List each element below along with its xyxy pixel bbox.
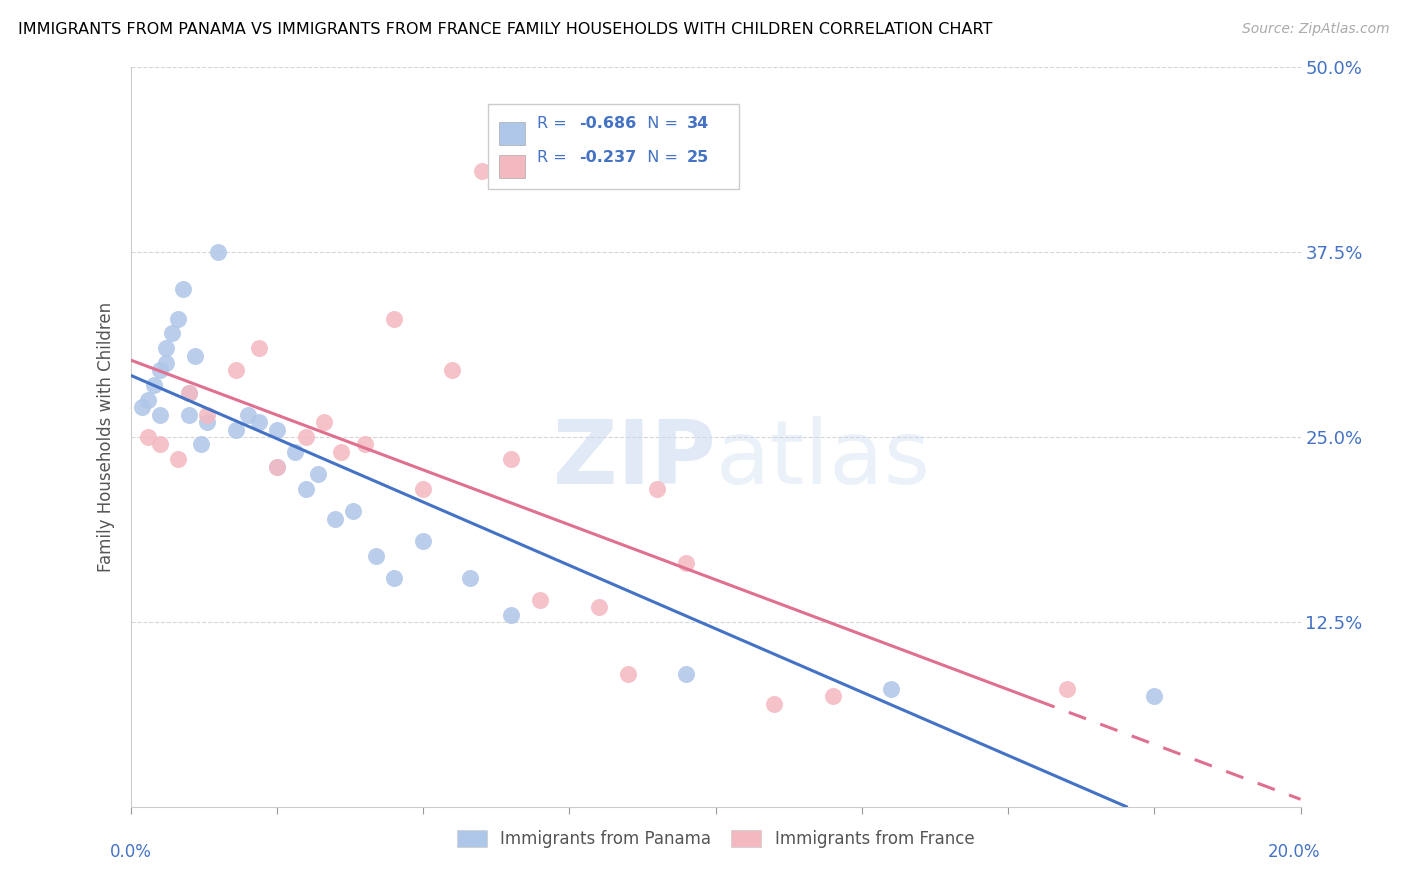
Point	[382, 311, 405, 326]
Point	[195, 415, 218, 429]
Point	[675, 556, 697, 570]
Text: Source: ZipAtlas.com: Source: ZipAtlas.com	[1241, 22, 1389, 37]
Point	[155, 341, 177, 355]
Point	[412, 482, 434, 496]
Point	[149, 363, 172, 377]
Bar	[499, 122, 524, 145]
Point	[249, 341, 271, 355]
Text: R =: R =	[537, 117, 572, 131]
Point	[184, 349, 207, 363]
Text: -0.686: -0.686	[579, 117, 636, 131]
Point	[131, 401, 153, 415]
Point	[207, 244, 229, 259]
Point	[366, 549, 388, 563]
Point	[166, 452, 188, 467]
Point	[471, 163, 494, 178]
Point	[283, 445, 305, 459]
Point	[155, 356, 177, 370]
Point	[307, 467, 329, 482]
Point	[295, 482, 318, 496]
Point	[149, 408, 172, 422]
Point	[149, 437, 172, 451]
Point	[529, 593, 551, 607]
Text: N =: N =	[637, 117, 683, 131]
Point	[330, 445, 353, 459]
Point	[225, 423, 247, 437]
Point	[325, 511, 347, 525]
Legend: Immigrants from Panama, Immigrants from France: Immigrants from Panama, Immigrants from …	[450, 823, 981, 855]
Y-axis label: Family Households with Children: Family Households with Children	[97, 302, 115, 572]
Point	[249, 415, 271, 429]
Point	[312, 415, 335, 429]
Point	[675, 667, 697, 681]
Point	[136, 392, 159, 407]
Text: ZIP: ZIP	[553, 416, 716, 503]
Point	[353, 437, 375, 451]
Text: 20.0%: 20.0%	[1267, 843, 1320, 861]
Text: atlas: atlas	[716, 416, 931, 503]
Point	[143, 378, 166, 392]
Point	[1143, 689, 1166, 703]
Point	[382, 571, 405, 585]
Point	[136, 430, 159, 444]
Text: 25: 25	[686, 150, 709, 165]
Point	[499, 607, 522, 622]
Point	[763, 697, 786, 711]
Bar	[499, 155, 524, 178]
Point	[225, 363, 247, 377]
Point	[172, 282, 194, 296]
Point	[412, 533, 434, 548]
Point	[236, 408, 259, 422]
Point	[190, 437, 212, 451]
Point	[266, 423, 288, 437]
Point	[166, 311, 188, 326]
Point	[458, 571, 481, 585]
Point	[295, 430, 318, 444]
FancyBboxPatch shape	[488, 104, 740, 189]
Point	[588, 600, 610, 615]
Point	[617, 667, 640, 681]
Point	[195, 408, 218, 422]
Point	[645, 482, 668, 496]
Text: 0.0%: 0.0%	[110, 843, 152, 861]
Point	[179, 385, 201, 400]
Point	[266, 459, 288, 474]
Point	[1056, 681, 1078, 696]
Point	[179, 385, 201, 400]
Text: N =: N =	[637, 150, 683, 165]
Point	[266, 459, 288, 474]
Text: -0.237: -0.237	[579, 150, 636, 165]
Point	[441, 363, 464, 377]
Point	[160, 326, 183, 341]
Point	[821, 689, 844, 703]
Text: IMMIGRANTS FROM PANAMA VS IMMIGRANTS FROM FRANCE FAMILY HOUSEHOLDS WITH CHILDREN: IMMIGRANTS FROM PANAMA VS IMMIGRANTS FRO…	[18, 22, 993, 37]
Point	[342, 504, 364, 518]
Point	[880, 681, 903, 696]
Point	[179, 408, 201, 422]
Text: R =: R =	[537, 150, 572, 165]
Point	[499, 452, 522, 467]
Text: 34: 34	[686, 117, 709, 131]
